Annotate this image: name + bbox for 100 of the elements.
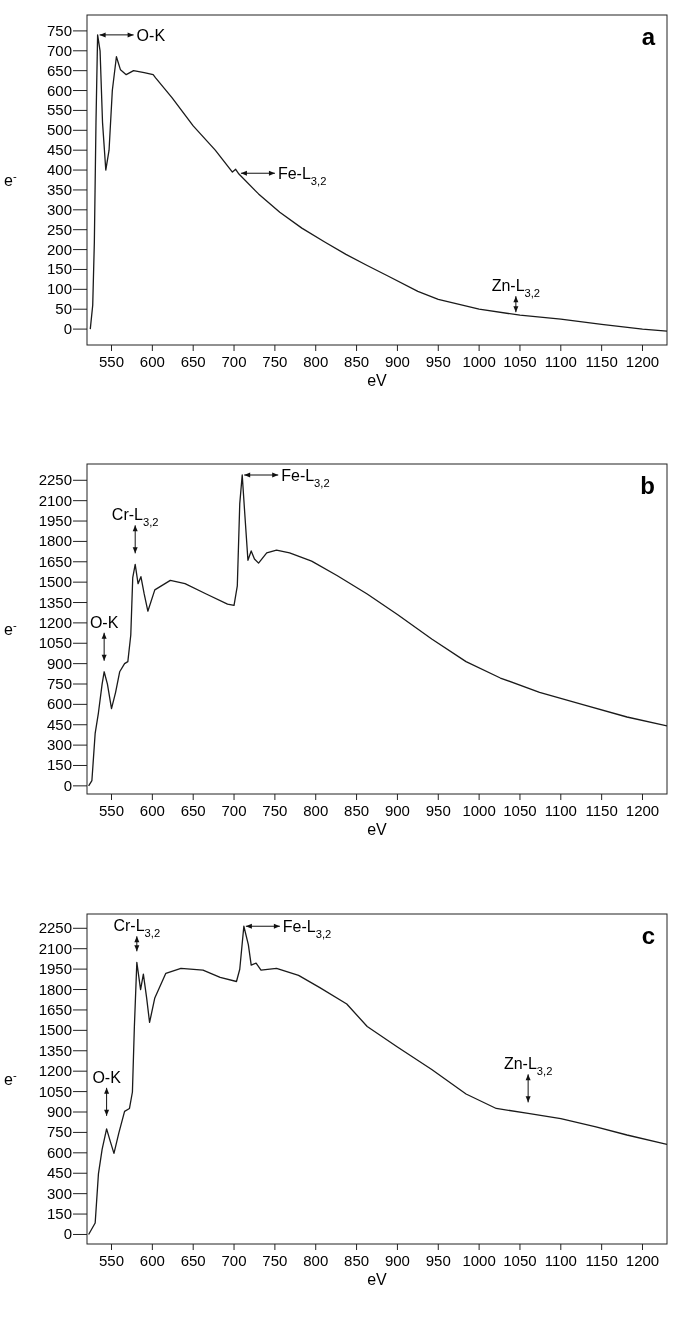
y-tick-label: 600 xyxy=(46,81,72,99)
chart-title: a xyxy=(641,23,656,50)
x-tick-label: 800 xyxy=(303,1252,329,1269)
y-tick-label: 1200 xyxy=(38,613,72,631)
y-tick-label: 0 xyxy=(63,1225,72,1243)
x-tick-label: 900 xyxy=(384,1252,410,1269)
y-tick-label: 50 xyxy=(55,300,72,318)
annotation: Fe-L$_{3,2}$ xyxy=(281,467,330,489)
x-tick-label: 1100 xyxy=(544,802,577,819)
x-tick-label: 850 xyxy=(344,353,370,370)
annotation: Cr-L$_{3,2}$ xyxy=(111,506,159,529)
x-tick-label: 800 xyxy=(303,353,329,370)
x-axis-title: eV xyxy=(367,372,388,389)
y-tick-label: 650 xyxy=(46,61,72,79)
x-tick-label: 750 xyxy=(262,802,288,819)
y-tick-label: 0 xyxy=(63,776,72,794)
y-tick-label: 450 xyxy=(46,715,72,733)
annotation: Fe-L$_{3,2}$ xyxy=(277,165,327,188)
x-tick-label: 550 xyxy=(98,1252,125,1269)
y-tick-label: 750 xyxy=(46,21,72,39)
y-tick-label: 1050 xyxy=(38,634,72,652)
x-tick-label: 600 xyxy=(139,353,165,370)
annotation: O-K xyxy=(89,613,119,631)
y-tick-label: 1050 xyxy=(38,1082,72,1100)
x-axis-title: eV xyxy=(367,1271,388,1288)
x-tick-label: 700 xyxy=(221,802,247,819)
y-tick-label: 1800 xyxy=(38,980,72,998)
x-tick-label: 550 xyxy=(98,353,125,370)
x-tick-label: 1050 xyxy=(503,802,537,819)
x-tick-label: 1000 xyxy=(462,1252,496,1269)
x-tick-label: 1200 xyxy=(625,802,660,819)
y-tick-label: 2250 xyxy=(38,471,72,489)
x-tick-label: 950 xyxy=(425,353,451,370)
annotation: Zn-L$_{3,2}$ xyxy=(491,277,541,300)
x-tick-label: 550 xyxy=(98,802,125,819)
y-tick-label: 750 xyxy=(46,675,72,692)
x-tick-label: 1200 xyxy=(625,353,660,370)
y-tick-label: 1500 xyxy=(38,1021,72,1039)
annotation: Fe-L$_{3,2}$ xyxy=(282,918,332,941)
y-tick-label: 2250 xyxy=(38,919,72,937)
y-tick-label: 500 xyxy=(46,121,72,139)
x-tick-label: 1100 xyxy=(544,1252,577,1269)
x-tick-label: 650 xyxy=(180,353,206,370)
x-tick-label: 650 xyxy=(180,1252,206,1269)
y-tick-label: 250 xyxy=(46,220,72,238)
y-tick-label: 150 xyxy=(46,260,72,278)
x-tick-label: 950 xyxy=(425,802,451,819)
y-tick-label: 2100 xyxy=(38,491,72,509)
y-tick-label: 300 xyxy=(46,1184,72,1202)
x-tick-label: 600 xyxy=(139,802,165,819)
annotation: O-K xyxy=(92,1068,122,1086)
y-axis-title: e$^{-}$ xyxy=(4,619,17,638)
y-tick-label: 1200 xyxy=(38,1062,72,1080)
annotation: Cr-L$_{3,2}$ xyxy=(113,917,161,940)
x-tick-label: 800 xyxy=(303,802,329,819)
x-tick-label: 1150 xyxy=(585,353,618,370)
y-tick-label: 600 xyxy=(46,1143,72,1161)
y-tick-label: 750 xyxy=(46,1123,72,1141)
y-tick-label: 550 xyxy=(46,101,72,119)
y-tick-label: 400 xyxy=(46,161,72,179)
y-axis-title: e$^{-}$ xyxy=(4,1069,17,1088)
y-tick-label: 1350 xyxy=(38,593,72,611)
annotation: O-K xyxy=(136,26,166,44)
y-tick-label: 1800 xyxy=(38,532,72,550)
y-tick-label: 1500 xyxy=(38,573,72,591)
y-tick-label: 900 xyxy=(46,654,72,672)
chart-title: b xyxy=(640,472,655,499)
x-axis-title: eV xyxy=(367,821,388,838)
x-tick-label: 900 xyxy=(384,353,410,370)
x-tick-label: 700 xyxy=(221,353,247,370)
y-tick-label: 1950 xyxy=(38,960,72,978)
x-tick-label: 1100 xyxy=(544,353,577,370)
x-tick-label: 1150 xyxy=(585,802,618,819)
y-tick-label: 600 xyxy=(46,695,72,713)
x-tick-label: 1150 xyxy=(585,1252,618,1269)
y-tick-label: 100 xyxy=(46,280,72,298)
x-tick-label: 750 xyxy=(262,353,288,370)
x-tick-label: 1000 xyxy=(462,802,496,819)
annotation: Zn-L$_{3,2}$ xyxy=(503,1055,553,1078)
y-tick-label: 1950 xyxy=(38,512,72,530)
y-tick-label: 150 xyxy=(46,756,72,774)
x-tick-label: 950 xyxy=(425,1252,451,1269)
y-tick-label: 0 xyxy=(63,320,72,338)
y-tick-label: 1650 xyxy=(38,1000,72,1018)
y-tick-label: 300 xyxy=(46,736,72,754)
x-tick-label: 750 xyxy=(262,1252,288,1269)
y-tick-label: 1350 xyxy=(38,1041,72,1059)
x-tick-label: 850 xyxy=(344,802,370,819)
y-tick-label: 450 xyxy=(46,1164,72,1182)
y-tick-label: 150 xyxy=(46,1205,72,1223)
x-tick-label: 700 xyxy=(221,1252,247,1269)
x-tick-label: 600 xyxy=(139,1252,165,1269)
x-tick-label: 900 xyxy=(384,802,410,819)
y-tick-label: 200 xyxy=(46,240,72,258)
y-tick-label: 2100 xyxy=(38,939,72,957)
y-axis-title: e$^{-}$ xyxy=(4,170,17,189)
x-tick-label: 1050 xyxy=(503,353,537,370)
y-tick-label: 450 xyxy=(46,141,72,159)
x-tick-label: 850 xyxy=(344,1252,370,1269)
x-tick-label: 1050 xyxy=(503,1252,537,1269)
